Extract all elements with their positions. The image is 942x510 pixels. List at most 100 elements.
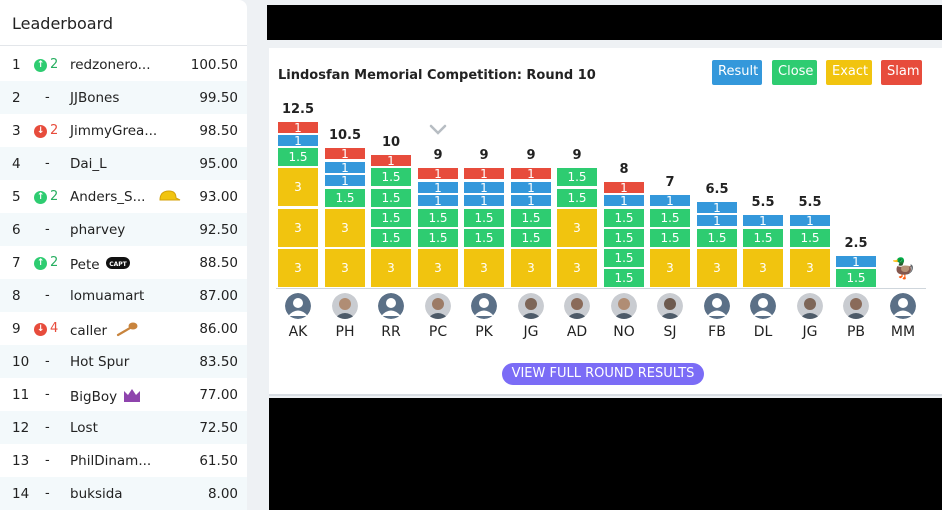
captain-badge-text: CAPT [109,261,127,268]
bar-segment-label: 1 [852,254,860,269]
view-full-round-results-button[interactable]: VIEW FULL ROUND RESULTS [502,363,704,385]
bar-segment-label: 3 [294,261,302,275]
bar-segment-close: 1.5 [556,188,598,208]
avatar[interactable] [843,293,869,319]
leaderboard-row[interactable]: 11- BigBoy 77.00 [0,378,247,411]
bar-segment-label: 1 [527,193,535,208]
leaderboard-row[interactable]: 6 - pharvey 92.50 [0,213,247,246]
leaderboard-row[interactable]: 1 ↑ 2 redzonero... 100.50 [0,48,247,81]
leaderboard-row[interactable]: 14- buksida 8.00 [0,477,247,510]
leaderboard-row[interactable]: 7 ↑ 2 Pete CAPT 88.50 [0,246,247,279]
rank-number: 12 [12,420,30,436]
spoon-icon [115,321,139,341]
leaderboard-row[interactable]: 2 - JJBones 99.50 [0,81,247,114]
bar-segment-label: 1.5 [753,231,773,245]
bar-segment-exact: 3 [789,248,831,288]
avatar[interactable] [425,293,451,319]
avatar[interactable] [797,293,823,319]
bar-segment-label: 1 [620,180,628,195]
player-name: Dai_L [70,156,107,172]
player-initials: RR [381,324,401,340]
leaderboard-row[interactable]: 3 ↓ 2 JimmyGrea... 98.50 [0,114,247,147]
bar-segment-label: 1 [434,180,442,195]
chevron-down-icon[interactable] [429,124,447,136]
player-name-text: Hot Spur [70,354,130,370]
avatar[interactable] [657,293,683,319]
bar-segment-label: 1.5 [846,271,866,285]
bar-segment-label: 3 [480,261,488,275]
player-initials: PK [475,324,493,340]
bar-segment-exact: 3 [277,248,319,288]
rubber-duck-icon: 🦆 [891,256,916,280]
no-change-dash: - [45,453,50,468]
bar-segment-exact: 3 [649,248,691,288]
leaderboard-row[interactable]: 10- Hot Spur 83.50 [0,345,247,378]
bar-segment-slam: 1 [463,166,505,181]
leaderboard-row[interactable]: 8 - lomuamart 87.00 [0,279,247,312]
bar-segment-label: 3 [294,180,302,194]
bar-segment-close: 1.5 [370,208,412,228]
bar-segment-label: 1.5 [428,231,448,245]
bar-segment-label: 1.5 [381,231,401,245]
bar-segment-label: 1.5 [567,170,587,184]
leaderboard-row[interactable]: 5 ↑ 2 Anders_S... 93.00 [0,180,247,213]
bar-segment-result: 1 [324,161,366,175]
position-change: ↑ 2 [34,255,64,270]
player-initials: MM [890,324,916,340]
position-change-value: 2 [50,255,59,270]
bar-segment-label: 1.5 [288,150,308,164]
bar-segment-label: 1 [480,166,488,181]
avatar[interactable] [611,293,637,319]
bar-segment-result: 1 [277,134,319,148]
bar-segment-label: 1.5 [567,191,587,205]
avatar[interactable] [471,293,497,319]
player-round-total: 2.5 [844,236,868,251]
bar-segment-close: 1.5 [742,228,784,248]
player-round-total: 9 [526,148,536,163]
bar-segment-close: 1.5 [603,248,645,268]
bar-segment-label: 3 [806,261,814,275]
bar-segment-label: 1 [434,166,442,181]
leaderboard-row[interactable]: 9 ↓ 4 caller 86.00 [0,312,247,345]
avatar[interactable] [285,293,311,319]
bar-segment-label: 1.5 [474,231,494,245]
rank-number: 8 [12,288,21,304]
bar-segment-exact: 3 [556,248,598,288]
avatar[interactable] [890,293,916,319]
bar-segment-label: 3 [713,261,721,275]
no-change-dash: - [45,156,50,171]
top-banner [267,5,942,40]
leaderboard-row[interactable]: 12- Lost 72.50 [0,411,247,444]
bar-segment-slam: 1 [510,167,552,181]
avatar[interactable] [564,293,590,319]
player-round-total: 10.5 [328,128,362,143]
avatar[interactable] [332,293,358,319]
rank-number: 1 [12,57,21,73]
avatar[interactable] [750,293,776,319]
bar-segment-close: 1.5 [510,228,552,248]
round-points-chart: 🦆 3 3 3 1.5 1 1 12.5 AK 3 3 1.5 1 1 1 10.5 PH 3 1.5 1.5 1.5… [269,48,942,348]
bar-segment-result: 1 [603,194,645,208]
position-change: ↓ 4 [34,321,64,336]
player-name: pharvey [70,222,125,238]
player-name-text: Anders_S... [70,189,146,205]
bar-segment-exact: 3 [417,248,459,288]
bar-segment-label: 1 [759,213,767,228]
player-round-total: 6.5 [705,182,729,197]
leaderboard-row[interactable]: 4 - Dai_L 95.00 [0,147,247,180]
player-name-text: buksida [70,486,123,502]
avatar[interactable] [378,293,404,319]
bar-segment-label: 1.5 [428,211,448,225]
bar-segment-close: 1.5 [370,167,412,187]
round-title: Lindosfan Memorial Competition: Round 10 [278,68,596,83]
avatar[interactable] [704,293,730,319]
leaderboard-row[interactable]: 13- PhilDinam... 61.50 [0,444,247,477]
avatar[interactable] [518,293,544,319]
bar-segment-label: 1.5 [660,211,680,225]
bar-segment-close: 1.5 [649,208,691,228]
player-name: lomuamart [70,288,144,304]
bar-segment-exact: 3 [696,248,738,288]
leaderboard-title: Leaderboard [0,0,247,46]
bar-segment-label: 3 [294,221,302,235]
bar-segment-close: 1.5 [277,147,319,167]
